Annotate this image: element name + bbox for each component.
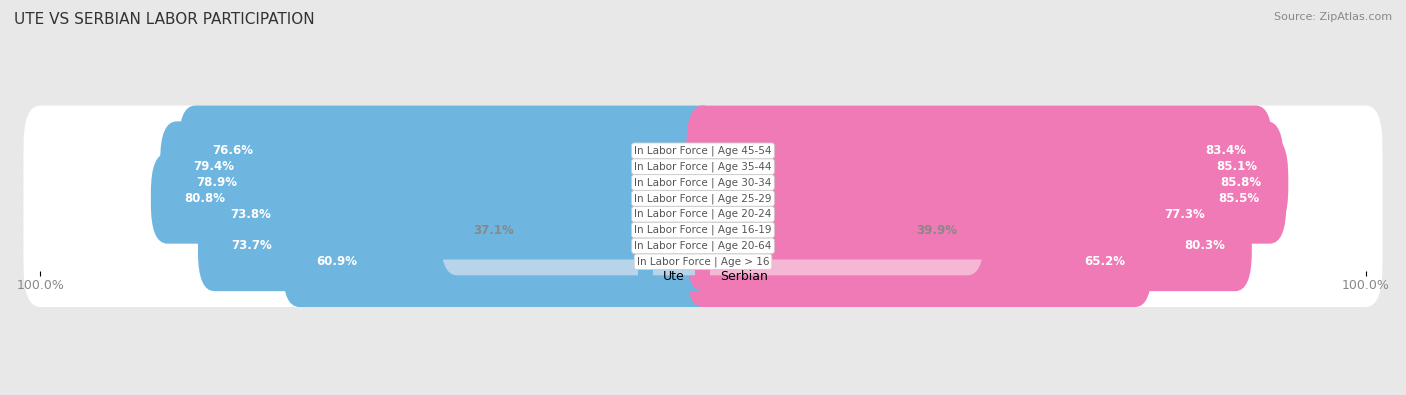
FancyBboxPatch shape: [686, 216, 1152, 307]
Text: 37.1%: 37.1%: [474, 224, 515, 237]
Text: 78.9%: 78.9%: [197, 176, 238, 189]
FancyBboxPatch shape: [440, 185, 720, 275]
Text: 73.8%: 73.8%: [231, 208, 271, 221]
FancyBboxPatch shape: [24, 121, 1382, 212]
Text: 79.4%: 79.4%: [193, 160, 235, 173]
FancyBboxPatch shape: [24, 216, 1382, 307]
FancyBboxPatch shape: [24, 137, 1382, 228]
FancyBboxPatch shape: [198, 201, 720, 291]
FancyBboxPatch shape: [686, 137, 1288, 228]
Text: UTE VS SERBIAN LABOR PARTICIPATION: UTE VS SERBIAN LABOR PARTICIPATION: [14, 12, 315, 27]
FancyBboxPatch shape: [686, 121, 1284, 212]
FancyBboxPatch shape: [686, 105, 1272, 196]
FancyBboxPatch shape: [179, 105, 720, 196]
Text: 85.5%: 85.5%: [1219, 192, 1260, 205]
FancyBboxPatch shape: [283, 216, 720, 307]
FancyBboxPatch shape: [24, 201, 1382, 291]
Text: 80.8%: 80.8%: [184, 192, 225, 205]
Text: 77.3%: 77.3%: [1164, 208, 1205, 221]
Text: In Labor Force | Age 16-19: In Labor Force | Age 16-19: [634, 225, 772, 235]
FancyBboxPatch shape: [24, 105, 1382, 196]
Text: In Labor Force | Age 30-34: In Labor Force | Age 30-34: [634, 177, 772, 188]
Text: In Labor Force | Age > 16: In Labor Force | Age > 16: [637, 256, 769, 267]
Text: 76.6%: 76.6%: [212, 144, 253, 157]
FancyBboxPatch shape: [24, 169, 1382, 260]
FancyBboxPatch shape: [686, 169, 1232, 260]
Text: 39.9%: 39.9%: [917, 224, 957, 237]
Text: 73.7%: 73.7%: [231, 239, 271, 252]
FancyBboxPatch shape: [686, 201, 1251, 291]
FancyBboxPatch shape: [160, 121, 720, 212]
FancyBboxPatch shape: [150, 153, 720, 244]
Text: 60.9%: 60.9%: [316, 255, 357, 268]
Text: In Labor Force | Age 25-29: In Labor Force | Age 25-29: [634, 193, 772, 203]
Text: In Labor Force | Age 20-24: In Labor Force | Age 20-24: [634, 209, 772, 220]
Text: 83.4%: 83.4%: [1205, 144, 1246, 157]
FancyBboxPatch shape: [686, 153, 1286, 244]
Text: In Labor Force | Age 20-64: In Labor Force | Age 20-64: [634, 241, 772, 251]
FancyBboxPatch shape: [24, 153, 1382, 244]
FancyBboxPatch shape: [197, 169, 720, 260]
Text: In Labor Force | Age 35-44: In Labor Force | Age 35-44: [634, 162, 772, 172]
FancyBboxPatch shape: [163, 137, 720, 228]
FancyBboxPatch shape: [24, 185, 1382, 275]
Text: 85.8%: 85.8%: [1220, 176, 1261, 189]
Text: 85.1%: 85.1%: [1216, 160, 1257, 173]
Legend: Ute, Serbian: Ute, Serbian: [633, 265, 773, 288]
Text: 65.2%: 65.2%: [1084, 255, 1125, 268]
Text: In Labor Force | Age 45-54: In Labor Force | Age 45-54: [634, 146, 772, 156]
Text: 80.3%: 80.3%: [1184, 239, 1225, 252]
Text: Source: ZipAtlas.com: Source: ZipAtlas.com: [1274, 12, 1392, 22]
FancyBboxPatch shape: [686, 185, 984, 275]
